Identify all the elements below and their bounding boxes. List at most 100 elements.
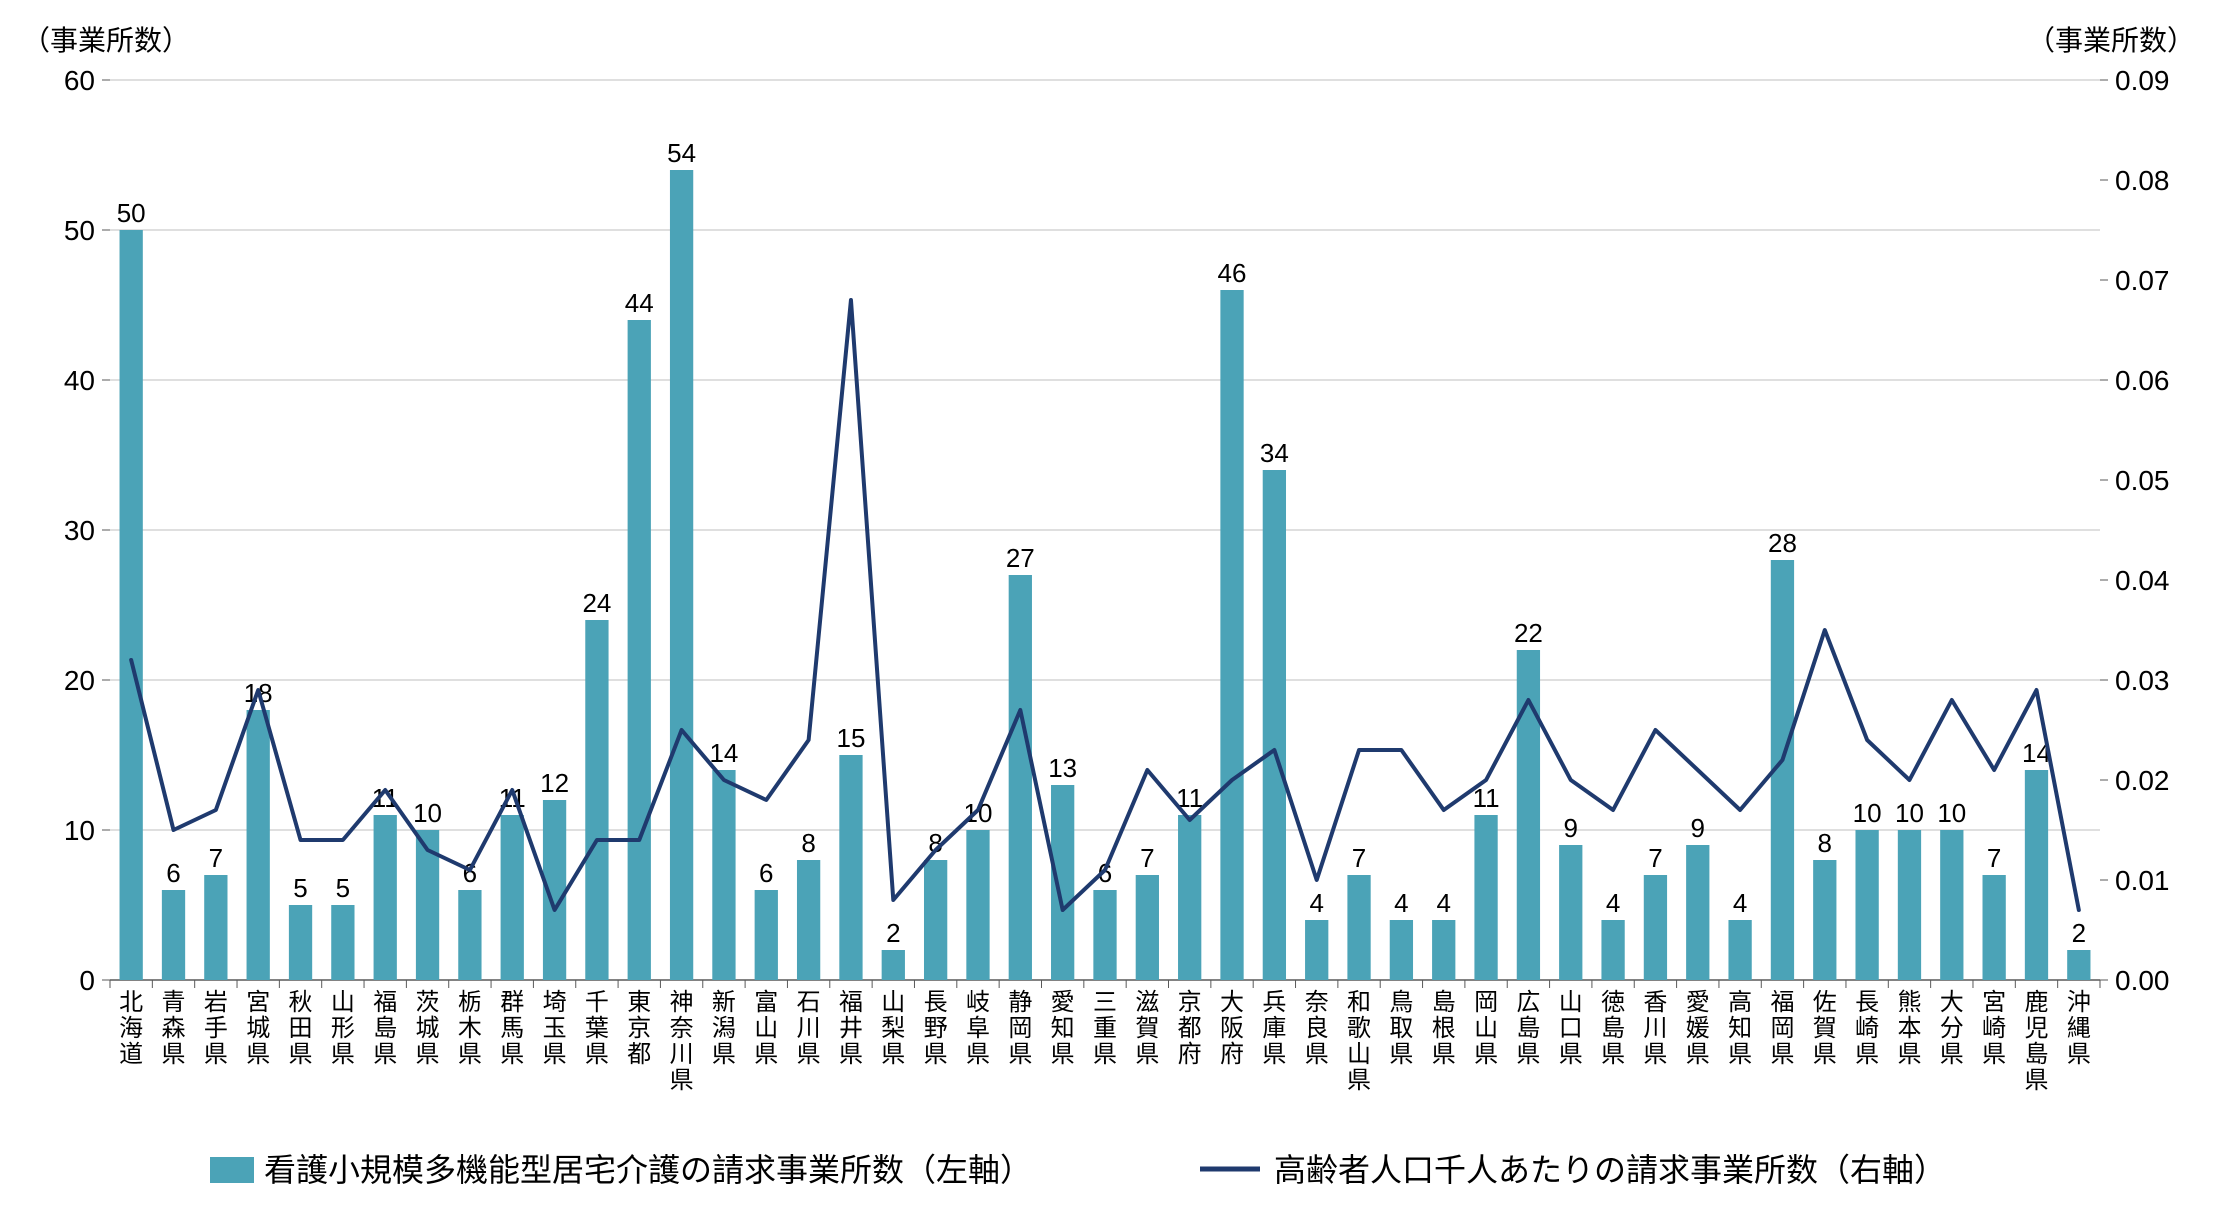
bar [120, 230, 143, 980]
bar [1686, 845, 1709, 980]
bar [1390, 920, 1413, 980]
bar [204, 875, 227, 980]
bar [628, 320, 651, 980]
bar-value-label: 7 [1352, 843, 1366, 873]
right-tick-label: 0.00 [2115, 965, 2170, 996]
right-tick-label: 0.06 [2115, 365, 2170, 396]
bar [1559, 845, 1582, 980]
category-label: 富山県 [754, 989, 778, 1068]
left-axis-title: （事業所数） [22, 25, 190, 56]
chart-root: 01020304050600.000.010.020.030.040.050.0… [0, 0, 2217, 1223]
right-tick-label: 0.09 [2115, 65, 2170, 96]
bar [1940, 830, 1963, 980]
bar [797, 860, 820, 980]
category-label: 福島県 [373, 989, 397, 1068]
right-tick-label: 0.01 [2115, 865, 2170, 896]
bar [712, 770, 735, 980]
left-tick-label: 20 [64, 665, 95, 696]
bar-value-label: 46 [1218, 258, 1247, 288]
bar-value-label: 7 [1987, 843, 2001, 873]
bar [331, 905, 354, 980]
category-label: 宮崎県 [1982, 989, 2006, 1068]
category-label: 新潟県 [712, 989, 736, 1068]
category-label: 三重県 [1093, 989, 1117, 1068]
category-label: 滋賀県 [1135, 989, 1159, 1068]
category-label: 島根県 [1432, 989, 1456, 1068]
bar-value-label: 4 [1309, 888, 1323, 918]
bar-value-label: 5 [336, 873, 350, 903]
bar-value-label: 22 [1514, 618, 1543, 648]
bar [1178, 815, 1201, 980]
category-label: 栃木県 [458, 989, 482, 1068]
bar [1813, 860, 1836, 980]
category-label: 高知県 [1728, 989, 1752, 1068]
category-label: 山口県 [1559, 989, 1583, 1068]
category-label: 広島県 [1516, 989, 1540, 1068]
bar [374, 815, 397, 980]
category-label: 熊本県 [1897, 989, 1921, 1068]
bar [289, 905, 312, 980]
category-label: 沖縄県 [2067, 989, 2091, 1068]
category-label: 岡山県 [1474, 989, 1498, 1068]
bar [162, 890, 185, 980]
bar-value-label: 4 [1436, 888, 1450, 918]
bar [1220, 290, 1243, 980]
category-label: 大阪府 [1220, 989, 1244, 1068]
bar-value-label: 15 [836, 723, 865, 753]
right-tick-label: 0.02 [2115, 765, 2170, 796]
category-label: 埼玉県 [543, 989, 567, 1068]
bar-value-label: 9 [1691, 813, 1705, 843]
category-label: 東京都 [627, 989, 651, 1068]
left-tick-label: 30 [64, 515, 95, 546]
bar-value-label: 6 [759, 858, 773, 888]
chart-svg: 01020304050600.000.010.020.030.040.050.0… [0, 0, 2217, 1223]
category-label: 鹿児島県 [2024, 989, 2048, 1094]
bar [1051, 785, 1074, 980]
bar-value-label: 5 [293, 873, 307, 903]
bar-value-label: 10 [964, 798, 993, 828]
bar [1009, 575, 1032, 980]
category-label: 愛媛県 [1686, 989, 1710, 1068]
bar [670, 170, 693, 980]
bar [1305, 920, 1328, 980]
bar [1855, 830, 1878, 980]
right-tick-label: 0.08 [2115, 165, 2170, 196]
bar-value-label: 10 [1937, 798, 1966, 828]
bar [1898, 830, 1921, 980]
bar-value-label: 28 [1768, 528, 1797, 558]
bar [755, 890, 778, 980]
category-label: 大分県 [1940, 989, 1964, 1068]
category-label: 長崎県 [1855, 989, 1879, 1068]
bar-value-label: 34 [1260, 438, 1289, 468]
bar [1432, 920, 1455, 980]
bar-value-label: 50 [117, 198, 146, 228]
bar-value-label: 4 [1606, 888, 1620, 918]
bar-value-label: 54 [667, 138, 696, 168]
category-label: 佐賀県 [1813, 989, 1837, 1068]
bar-value-label: 44 [625, 288, 654, 318]
right-tick-label: 0.03 [2115, 665, 2170, 696]
bar [2067, 950, 2090, 980]
left-tick-label: 0 [79, 965, 95, 996]
bar-value-label: 9 [1564, 813, 1578, 843]
bar [1347, 875, 1370, 980]
category-label: 鳥取県 [1389, 989, 1413, 1068]
right-tick-label: 0.05 [2115, 465, 2170, 496]
bar [1728, 920, 1751, 980]
bar [458, 890, 481, 980]
category-label: 香川県 [1643, 989, 1667, 1068]
bar-value-label: 14 [709, 738, 738, 768]
bar-value-label: 10 [1853, 798, 1882, 828]
bar [839, 755, 862, 980]
right-tick-label: 0.07 [2115, 265, 2170, 296]
bar-value-label: 11 [372, 783, 399, 813]
bar-value-label: 12 [540, 768, 569, 798]
category-label: 群馬県 [500, 989, 524, 1068]
bar [1601, 920, 1624, 980]
category-label: 千葉県 [585, 989, 609, 1068]
bar [1093, 890, 1116, 980]
category-label: 奈良県 [1305, 989, 1329, 1068]
category-label: 京都府 [1178, 989, 1202, 1068]
category-label: 兵庫県 [1262, 989, 1286, 1068]
category-label: 長野県 [924, 989, 948, 1068]
